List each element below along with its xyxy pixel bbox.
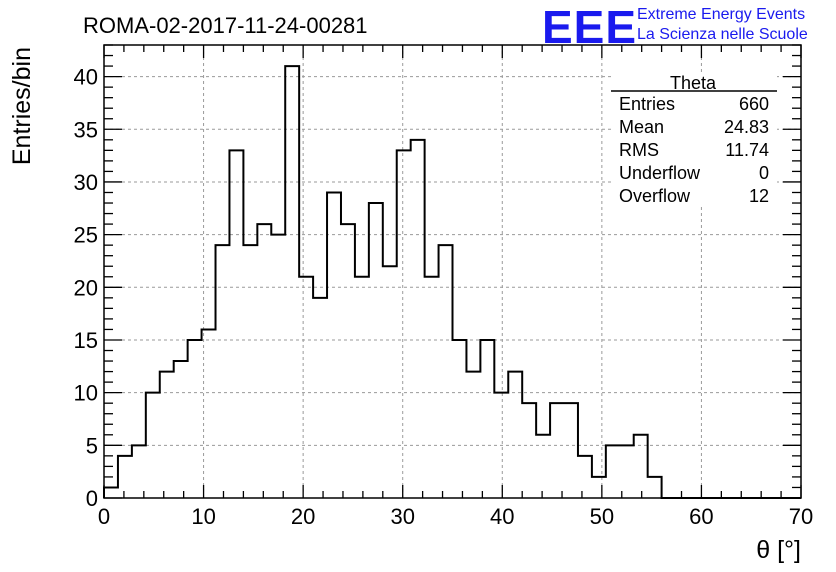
chart-title: ROMA-02-2017-11-24-00281 xyxy=(83,13,368,38)
y-tick-label: 25 xyxy=(74,223,98,248)
y-tick-label: 20 xyxy=(74,275,98,300)
logo-line-1: Extreme Energy Events xyxy=(637,6,805,23)
x-tick-label: 0 xyxy=(98,504,110,529)
y-tick-label: 30 xyxy=(74,170,98,195)
stats-row-label: Mean xyxy=(619,117,664,137)
x-tick-labels: 0 10 20 30 40 50 60 70 xyxy=(98,504,813,529)
x-tick-label: 20 xyxy=(291,504,315,529)
stats-row-value: 660 xyxy=(739,94,769,114)
y-tick-label: 10 xyxy=(74,381,98,406)
plot-frame xyxy=(103,44,802,499)
stats-row-label: Overflow xyxy=(619,186,691,206)
axis-ticks xyxy=(103,44,802,499)
y-tick-label: 0 xyxy=(86,486,98,511)
stats-box: Theta Entries 660 Mean 24.83 RMS 11.74 Underfl… xyxy=(611,73,777,206)
x-axis-title: θ [°] xyxy=(756,536,801,564)
x-tick-label: 30 xyxy=(390,504,414,529)
y-tick-labels: 0 5 10 15 20 25 30 35 40 xyxy=(74,65,98,511)
logo-line-2: La Scienza nelle Scuole xyxy=(637,26,808,43)
histogram-outline xyxy=(103,65,801,499)
stats-row-label: Underflow xyxy=(619,163,701,183)
y-tick-label: 35 xyxy=(74,117,98,142)
x-tick-label: 40 xyxy=(490,504,514,529)
stats-title: Theta xyxy=(670,73,717,93)
y-tick-label: 15 xyxy=(74,328,98,353)
x-tick-label: 10 xyxy=(191,504,215,529)
stats-box-bg xyxy=(611,75,777,205)
stats-row-value: 11.74 xyxy=(725,140,769,160)
x-tick-label: 70 xyxy=(789,504,813,529)
stats-row-value: 24.83 xyxy=(724,117,769,137)
y-axis-title: Entries/bin xyxy=(8,47,36,165)
stats-row-value: 0 xyxy=(759,163,769,183)
y-tick-label: 40 xyxy=(74,65,98,90)
x-tick-label: 60 xyxy=(689,504,713,529)
y-tick-label: 5 xyxy=(86,433,98,458)
stats-row-label: Entries xyxy=(619,94,675,114)
stats-row-value: 12 xyxy=(749,186,769,206)
stats-row-label: RMS xyxy=(619,140,659,160)
eee-logo: EEE Extreme Energy Events La Scienza nel… xyxy=(542,1,808,53)
x-tick-label: 50 xyxy=(590,504,614,529)
